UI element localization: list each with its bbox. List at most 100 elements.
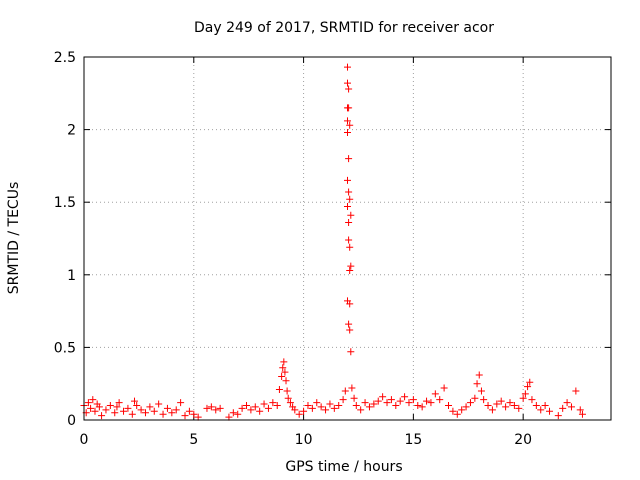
data-point [344,117,351,125]
data-point [506,399,514,407]
data-point [286,399,294,407]
y-tick-label: 2.5 [54,50,76,66]
data-point [510,401,518,409]
data-point [146,403,154,411]
data-point [436,396,444,404]
data-point [181,412,189,420]
y-tick-label: 2 [67,123,76,139]
data-point [521,390,529,398]
data-point [344,129,351,137]
x-tick-label: 15 [404,432,422,448]
data-point [346,243,354,251]
data-point [350,394,358,402]
data-point [281,368,289,376]
data-point [172,406,180,414]
data-point [159,410,167,418]
data-point [383,399,391,407]
data-point [141,409,149,417]
data-point [207,403,215,411]
data-point [387,396,395,404]
data-point [345,219,353,227]
data-point [284,394,292,402]
data-point [273,401,281,409]
data-point [322,406,330,414]
data-point [431,390,439,398]
data-point [423,397,431,405]
data-point [194,413,202,421]
data-point [578,410,586,418]
data-point [541,401,549,409]
data-point [466,399,474,407]
y-tick-label: 1 [67,268,76,284]
data-point [295,410,303,418]
data-point [264,404,272,412]
data-point [374,397,382,405]
data-point [345,320,353,328]
data-point [280,358,288,366]
data-point [347,211,355,219]
data-point [361,399,369,407]
data-point [216,404,224,412]
data-point [348,384,356,392]
data-point [317,403,325,411]
data-points [80,63,586,421]
data-point [475,371,483,379]
data-point [203,404,211,412]
data-point [401,393,409,401]
data-point [234,410,242,418]
data-point [344,176,351,184]
data-point [532,401,540,409]
data-point [212,406,220,414]
data-point [102,406,110,414]
data-point [346,326,354,334]
data-point [502,403,510,411]
data-point [131,397,139,405]
data-point [396,397,404,405]
data-point [341,387,349,395]
data-point [515,404,523,412]
y-tick-labels: 0 0.5 1 1.5 2 2.5 [54,50,76,429]
data-point [98,412,106,420]
data-point [480,396,488,404]
data-point [477,387,485,395]
data-point [346,266,354,274]
data-point [519,394,527,402]
data-point [554,412,562,420]
data-point [335,401,343,409]
data-point [497,397,505,405]
data-point [559,404,567,412]
data-point [260,400,268,408]
x-axis-label: GPS time / hours [285,459,402,475]
data-point [177,399,185,407]
data-point [344,63,351,71]
data-point [471,394,479,402]
data-point [357,406,365,414]
data-point [344,79,351,87]
x-tick-label: 10 [295,432,313,448]
data-point [449,407,457,415]
data-point [339,396,347,404]
y-axis-label: SRMTID / TECUs [6,182,22,295]
data-point [524,383,532,391]
data-point [120,407,128,415]
data-point [137,406,145,414]
data-point [488,406,496,414]
data-point [185,407,193,415]
data-point [313,399,321,407]
data-point [345,104,353,112]
grid-lines [84,57,611,420]
data-point [453,410,461,418]
data-point [567,403,575,411]
data-point [113,403,121,411]
data-point [346,300,354,308]
data-point [275,386,283,394]
y-tick-label: 0 [67,413,76,429]
data-point [392,401,400,409]
y-tick-label: 0.5 [54,340,76,356]
chart-title: Day 249 of 2017, SRMTID for receiver aco… [194,20,494,36]
data-point [229,409,237,417]
y-tick-label: 1.5 [54,195,76,211]
data-point [418,403,426,411]
